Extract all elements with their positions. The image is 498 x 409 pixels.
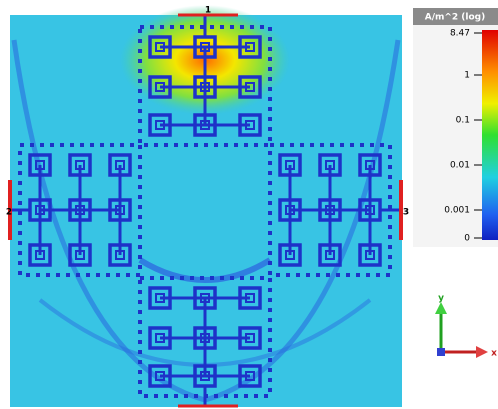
unit-cell-inner [75, 205, 85, 215]
unit-cell-inner [155, 82, 165, 92]
unit-cell-inner [325, 160, 335, 170]
unit-cell-inner [325, 250, 335, 260]
colorbar-tick-label: 0.1 [456, 116, 470, 126]
unit-cell-inner [365, 205, 375, 215]
unit-cell [108, 243, 132, 267]
unit-cell [68, 243, 92, 267]
unit-cell-inner [115, 160, 125, 170]
colorbar: A/m^2 (log) 8.47 1 0.1 0.01 0.001 0 [413, 8, 498, 247]
unit-cell [148, 286, 172, 310]
unit-cell [68, 153, 92, 177]
unit-cell [318, 198, 342, 222]
unit-cell [148, 364, 172, 388]
arrow-head [435, 302, 447, 314]
unit-cell [278, 153, 302, 177]
unit-cell [238, 35, 262, 59]
unit-cell [108, 153, 132, 177]
unit-cell [238, 113, 262, 137]
unit-cell-inner [155, 120, 165, 130]
unit-cell-inner [245, 42, 255, 52]
unit-cell-inner [285, 160, 295, 170]
axis-triad: y x [435, 294, 497, 359]
unit-cell-inner [200, 371, 210, 381]
unit-cell-inner [155, 293, 165, 303]
antenna-structure [10, 15, 401, 406]
colorbar-title-box [413, 8, 498, 25]
unit-cell [278, 243, 302, 267]
port-label: 2 [6, 208, 12, 218]
unit-cell [193, 113, 217, 137]
unit-cell [238, 286, 262, 310]
z-axis-marker [437, 348, 445, 356]
unit-cell-inner [245, 333, 255, 343]
colorbar-gradient [482, 30, 498, 240]
unit-cell [318, 243, 342, 267]
unit-cell [278, 198, 302, 222]
unit-cell-inner [200, 42, 210, 52]
colorbar-tick-label: 0 [464, 234, 470, 244]
unit-cell [238, 326, 262, 350]
unit-cell-inner [245, 293, 255, 303]
port-label: 3 [403, 208, 409, 218]
unit-cell-inner [325, 205, 335, 215]
unit-cell-inner [245, 371, 255, 381]
unit-cell-inner [115, 205, 125, 215]
via-fence [138, 25, 272, 147]
unit-cell [28, 153, 52, 177]
colorbar-tick-label: 1 [464, 71, 470, 81]
unit-cell [238, 75, 262, 99]
field-arc [138, 257, 272, 283]
unit-cell [193, 286, 217, 310]
unit-cell-inner [200, 120, 210, 130]
ports: 1 2 3 [6, 6, 409, 408]
unit-cell-inner [35, 160, 45, 170]
unit-cell-inner [200, 333, 210, 343]
via-fence [268, 143, 392, 277]
arrow-head [476, 346, 488, 358]
unit-cell-inner [285, 205, 295, 215]
axis-label: y [438, 294, 444, 304]
unit-cell-inner [245, 82, 255, 92]
axis-label: x [491, 349, 497, 359]
unit-cell [358, 243, 382, 267]
unit-cell-inner [35, 250, 45, 260]
unit-cell [358, 153, 382, 177]
unit-cell-inner [155, 333, 165, 343]
unit-cell-inner [75, 160, 85, 170]
unit-cell-inner [115, 250, 125, 260]
port-label: 1 [205, 6, 211, 16]
unit-cell-inner [35, 205, 45, 215]
unit-cell [148, 113, 172, 137]
colorbar-title: A/m^2 (log) [425, 13, 486, 23]
unit-cell [193, 326, 217, 350]
unit-cell-inner [155, 371, 165, 381]
unit-cell-inner [365, 160, 375, 170]
unit-cell-inner [200, 82, 210, 92]
unit-cell [318, 153, 342, 177]
unit-cell-inner [365, 250, 375, 260]
unit-cell [193, 75, 217, 99]
unit-cell [148, 75, 172, 99]
unit-cell [68, 198, 92, 222]
unit-cell-inner [200, 293, 210, 303]
colorbar-tick-label: 0.001 [444, 206, 470, 216]
unit-cell [148, 326, 172, 350]
via-fence [18, 143, 142, 277]
unit-cell-inner [245, 120, 255, 130]
colorbar-tick-label: 0.01 [450, 161, 470, 171]
unit-cell [28, 243, 52, 267]
unit-cell-inner [75, 250, 85, 260]
unit-cell-inner [285, 250, 295, 260]
colorbar-tick-label: 8.47 [450, 29, 470, 39]
unit-cell [238, 364, 262, 388]
unit-cell [108, 198, 132, 222]
unit-cell [148, 35, 172, 59]
unit-cell-inner [155, 42, 165, 52]
